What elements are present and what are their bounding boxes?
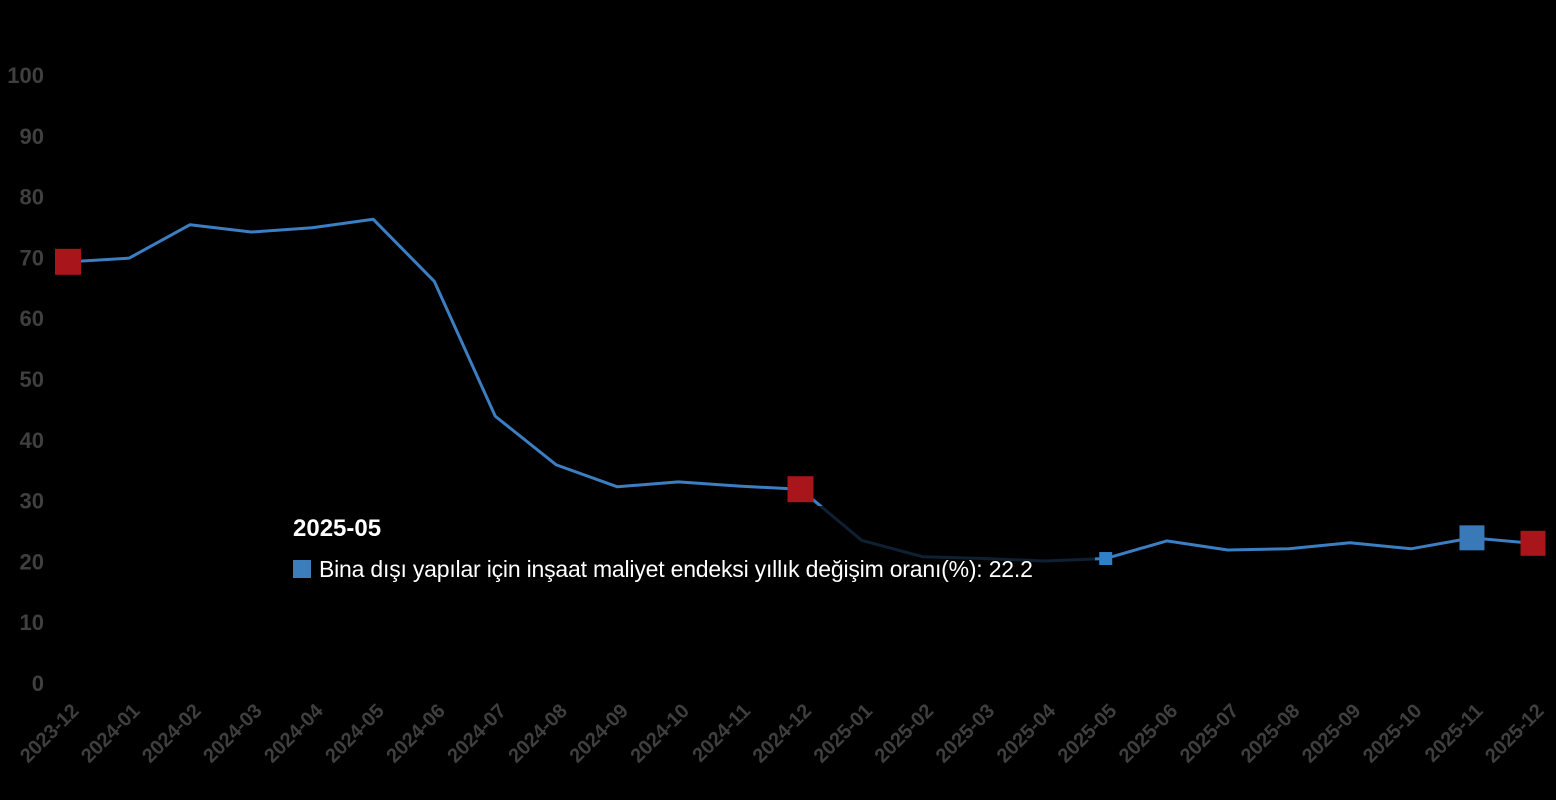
y-axis-label: 90 xyxy=(20,124,44,149)
y-axis-label: 10 xyxy=(20,610,44,635)
x-axis-label: 2025-12 xyxy=(1481,700,1548,767)
x-axis-label: 2023-12 xyxy=(16,700,83,767)
x-axis-label: 2025-03 xyxy=(932,700,999,767)
marker-2024-12[interactable] xyxy=(787,476,814,503)
x-axis-label: 2024-12 xyxy=(749,700,816,767)
x-axis-label: 2025-02 xyxy=(871,700,938,767)
x-axis-label: 2024-03 xyxy=(199,700,266,767)
y-axis-label: 100 xyxy=(7,63,44,88)
x-axis-label: 2024-04 xyxy=(260,699,328,767)
y-axis-label: 80 xyxy=(20,185,44,210)
x-axis-label: 2024-11 xyxy=(688,700,755,767)
x-axis-label: 2025-05 xyxy=(1054,700,1121,767)
x-axis-label: 2025-07 xyxy=(1176,700,1243,767)
marker-hover-2025-05[interactable] xyxy=(1099,552,1113,566)
x-axis-label: 2025-11 xyxy=(1421,700,1488,767)
x-axis-label: 2024-08 xyxy=(504,700,571,767)
x-axis-label: 2025-01 xyxy=(810,700,877,767)
y-axis-label: 50 xyxy=(20,367,44,392)
x-axis-label: 2024-09 xyxy=(565,700,632,767)
y-axis-label: 0 xyxy=(32,671,44,696)
x-axis-label: 2024-07 xyxy=(443,700,510,767)
x-axis-label: 2025-04 xyxy=(993,699,1061,767)
marker-2025-11[interactable] xyxy=(1459,525,1485,551)
x-axis-label: 2024-06 xyxy=(382,700,449,767)
tooltip-title: 2025-05 xyxy=(293,515,382,542)
y-axis-label: 70 xyxy=(20,245,44,270)
marker-2023-12[interactable] xyxy=(55,248,81,275)
x-axis-label: 2025-06 xyxy=(1115,700,1182,767)
x-axis-label: 2025-10 xyxy=(1359,700,1426,767)
x-axis-label: 2025-08 xyxy=(1237,700,1304,767)
x-axis-label: 2024-05 xyxy=(321,700,388,767)
x-axis-label: 2025-09 xyxy=(1298,700,1365,767)
x-axis-label: 2024-02 xyxy=(138,700,205,767)
series-swatch-icon xyxy=(293,560,311,578)
tooltip-series-text: Bina dışı yapılar için inşaat maliyet en… xyxy=(319,556,1033,582)
tooltip-series-row: Bina dışı yapılar için inşaat maliyet en… xyxy=(293,555,1095,583)
y-axis-label: 20 xyxy=(20,549,44,574)
x-axis-label: 2024-01 xyxy=(77,700,144,767)
y-axis-label: 60 xyxy=(20,306,44,331)
marker-2025-12[interactable] xyxy=(1520,530,1546,556)
tooltip: 2025-05 Bina dışı yapılar için inşaat ma… xyxy=(283,506,1095,594)
y-axis-label: 40 xyxy=(20,428,44,453)
x-axis-label: 2024-10 xyxy=(626,700,693,767)
y-axis-label: 30 xyxy=(20,489,44,514)
